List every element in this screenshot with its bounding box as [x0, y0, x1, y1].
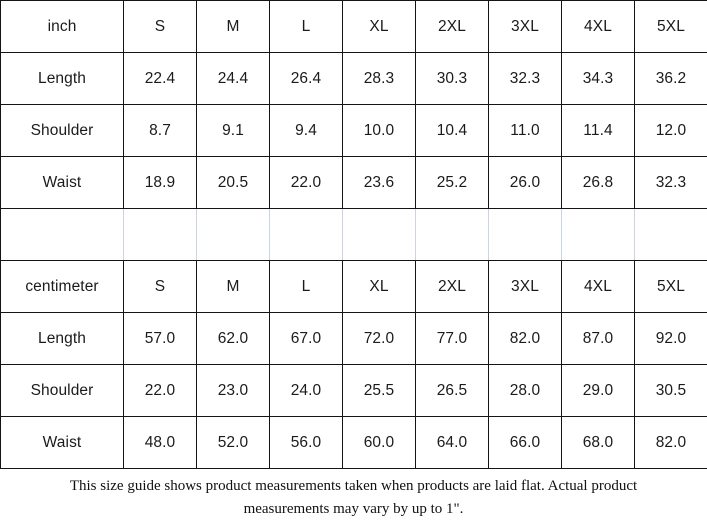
cell-inch-waist-5xl: 32.3 — [635, 157, 707, 209]
cell-cm-length-5xl: 92.0 — [635, 313, 707, 365]
footnote-line-2: measurements may vary by up to 1". — [244, 498, 464, 521]
cell-inch-waist-3xl: 26.0 — [489, 157, 562, 209]
size-header-cm-5xl: 5XL — [635, 261, 707, 313]
size-header-cm-m: M — [197, 261, 270, 313]
spacer-cell — [124, 209, 197, 261]
table-row: Waist 48.0 52.0 56.0 60.0 64.0 66.0 68.0… — [1, 417, 707, 469]
size-header-4xl: 4XL — [562, 1, 635, 53]
table-row: Length 57.0 62.0 67.0 72.0 77.0 82.0 87.… — [1, 313, 707, 365]
cell-cm-waist-xl: 60.0 — [343, 417, 416, 469]
cell-inch-waist-s: 18.9 — [124, 157, 197, 209]
size-header-xl: XL — [343, 1, 416, 53]
cell-inch-shoulder-5xl: 12.0 — [635, 105, 707, 157]
cell-inch-waist-m: 20.5 — [197, 157, 270, 209]
unit-label-inch: inch — [1, 1, 124, 53]
table-row: Shoulder 8.7 9.1 9.4 10.0 10.4 11.0 11.4… — [1, 105, 707, 157]
size-header-cm-3xl: 3XL — [489, 261, 562, 313]
cell-inch-shoulder-4xl: 11.4 — [562, 105, 635, 157]
cell-inch-shoulder-xl: 10.0 — [343, 105, 416, 157]
footnote-line-1: This size guide shows product measuremen… — [70, 475, 637, 498]
cell-cm-waist-s: 48.0 — [124, 417, 197, 469]
size-header-cm-s: S — [124, 261, 197, 313]
table-row: Shoulder 22.0 23.0 24.0 25.5 26.5 28.0 2… — [1, 365, 707, 417]
cell-inch-length-5xl: 36.2 — [635, 53, 707, 105]
cell-cm-waist-5xl: 82.0 — [635, 417, 707, 469]
size-header-cm-4xl: 4XL — [562, 261, 635, 313]
cell-inch-waist-l: 22.0 — [270, 157, 343, 209]
cell-cm-waist-3xl: 66.0 — [489, 417, 562, 469]
cell-inch-length-s: 22.4 — [124, 53, 197, 105]
cell-inch-shoulder-s: 8.7 — [124, 105, 197, 157]
size-header-m: M — [197, 1, 270, 53]
unit-label-centimeter: centimeter — [1, 261, 124, 313]
cell-cm-shoulder-s: 22.0 — [124, 365, 197, 417]
size-header-3xl: 3XL — [489, 1, 562, 53]
table-spacer-row — [1, 209, 707, 261]
cell-cm-shoulder-l: 24.0 — [270, 365, 343, 417]
cell-cm-length-s: 57.0 — [124, 313, 197, 365]
cell-cm-shoulder-3xl: 28.0 — [489, 365, 562, 417]
centimeter-header-row: centimeter S M L XL 2XL 3XL 4XL 5XL — [1, 261, 707, 313]
cell-cm-shoulder-xl: 25.5 — [343, 365, 416, 417]
spacer-cell — [489, 209, 562, 261]
row-label-length-inch: Length — [1, 53, 124, 105]
spacer-cell — [343, 209, 416, 261]
cell-inch-shoulder-m: 9.1 — [197, 105, 270, 157]
table-row: Waist 18.9 20.5 22.0 23.6 25.2 26.0 26.8… — [1, 157, 707, 209]
cell-cm-waist-m: 52.0 — [197, 417, 270, 469]
spacer-cell — [416, 209, 489, 261]
cell-cm-waist-l: 56.0 — [270, 417, 343, 469]
cell-cm-shoulder-5xl: 30.5 — [635, 365, 707, 417]
cell-cm-length-m: 62.0 — [197, 313, 270, 365]
cell-inch-length-2xl: 30.3 — [416, 53, 489, 105]
cell-inch-shoulder-3xl: 11.0 — [489, 105, 562, 157]
cell-cm-shoulder-m: 23.0 — [197, 365, 270, 417]
cell-inch-waist-2xl: 25.2 — [416, 157, 489, 209]
size-header-s: S — [124, 1, 197, 53]
cell-inch-length-l: 26.4 — [270, 53, 343, 105]
spacer-cell — [562, 209, 635, 261]
cell-cm-length-xl: 72.0 — [343, 313, 416, 365]
cell-inch-length-m: 24.4 — [197, 53, 270, 105]
row-label-waist-inch: Waist — [1, 157, 124, 209]
cell-inch-waist-xl: 23.6 — [343, 157, 416, 209]
cell-cm-length-l: 67.0 — [270, 313, 343, 365]
size-header-cm-l: L — [270, 261, 343, 313]
row-label-shoulder-inch: Shoulder — [1, 105, 124, 157]
cell-inch-waist-4xl: 26.8 — [562, 157, 635, 209]
size-header-cm-xl: XL — [343, 261, 416, 313]
size-header-5xl: 5XL — [635, 1, 707, 53]
cell-cm-length-3xl: 82.0 — [489, 313, 562, 365]
cell-inch-shoulder-2xl: 10.4 — [416, 105, 489, 157]
cell-cm-shoulder-4xl: 29.0 — [562, 365, 635, 417]
table-row: Length 22.4 24.4 26.4 28.3 30.3 32.3 34.… — [1, 53, 707, 105]
cell-cm-length-2xl: 77.0 — [416, 313, 489, 365]
size-chart-table: inch S M L XL 2XL 3XL 4XL 5XL Length 22.… — [0, 0, 707, 469]
row-label-shoulder-cm: Shoulder — [1, 365, 124, 417]
spacer-cell — [635, 209, 707, 261]
cell-cm-waist-2xl: 64.0 — [416, 417, 489, 469]
cell-inch-length-4xl: 34.3 — [562, 53, 635, 105]
cell-cm-waist-4xl: 68.0 — [562, 417, 635, 469]
row-label-length-cm: Length — [1, 313, 124, 365]
cell-cm-shoulder-2xl: 26.5 — [416, 365, 489, 417]
spacer-cell — [1, 209, 124, 261]
row-label-waist-cm: Waist — [1, 417, 124, 469]
cell-cm-length-4xl: 87.0 — [562, 313, 635, 365]
size-header-cm-2xl: 2XL — [416, 261, 489, 313]
spacer-cell — [270, 209, 343, 261]
inch-header-row: inch S M L XL 2XL 3XL 4XL 5XL — [1, 1, 707, 53]
size-header-l: L — [270, 1, 343, 53]
size-guide-footnote: This size guide shows product measuremen… — [0, 469, 707, 530]
size-header-2xl: 2XL — [416, 1, 489, 53]
cell-inch-length-xl: 28.3 — [343, 53, 416, 105]
cell-inch-length-3xl: 32.3 — [489, 53, 562, 105]
cell-inch-shoulder-l: 9.4 — [270, 105, 343, 157]
spacer-cell — [197, 209, 270, 261]
